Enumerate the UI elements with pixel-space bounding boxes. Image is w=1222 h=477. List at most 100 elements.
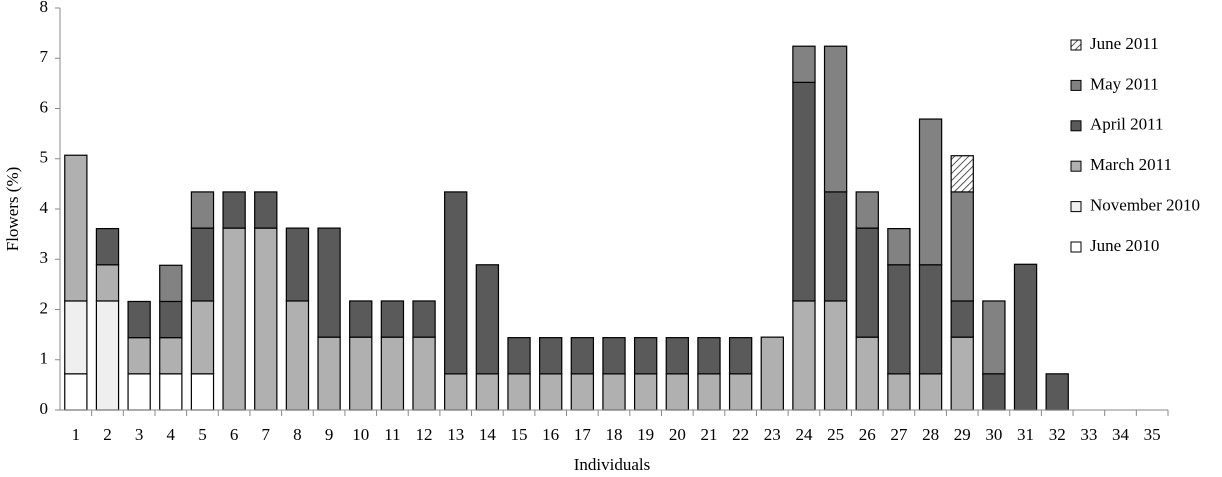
bar-segment	[380, 300, 405, 338]
bar-segment	[823, 45, 848, 193]
x-tick-label: 2	[103, 425, 112, 444]
bar-segment	[539, 337, 563, 375]
bar-segment	[64, 373, 88, 411]
x-tick-label: 16	[542, 425, 559, 444]
x-axis-title: Individuals	[574, 455, 651, 474]
bar-segment	[190, 227, 215, 302]
bar-segment	[222, 227, 246, 411]
x-tick-label: 9	[325, 425, 334, 444]
x-tick-label: 18	[606, 425, 623, 444]
bar-segment	[222, 191, 246, 229]
legend-swatch	[1070, 201, 1082, 213]
legend-label: May 2011	[1090, 74, 1159, 93]
bar-segment	[190, 373, 215, 411]
bar-segment	[1045, 373, 1069, 411]
y-tick-label: 4	[40, 198, 49, 217]
x-tick-label: 1	[72, 425, 81, 444]
bar-segment	[127, 373, 151, 411]
y-tick-label: 6	[40, 97, 49, 116]
bar-segment	[823, 191, 848, 302]
bar-segment	[570, 337, 595, 375]
bar-segment	[285, 300, 310, 411]
x-tick-label: 11	[384, 425, 400, 444]
bar-segment	[349, 336, 373, 411]
bar-segment	[950, 336, 974, 411]
x-tick-label: 15	[511, 425, 528, 444]
bar-segment	[855, 191, 879, 229]
y-tick-label: 2	[40, 298, 49, 317]
x-tick-label: 22	[732, 425, 749, 444]
x-tick-label: 12	[416, 425, 433, 444]
x-tick-label: 32	[1049, 425, 1066, 444]
x-tick-label: 13	[447, 425, 464, 444]
bar-segment	[507, 337, 531, 375]
bar-segment	[412, 336, 436, 411]
bar-segment	[792, 45, 816, 83]
bar-segment	[665, 373, 689, 411]
x-tick-label: 19	[637, 425, 654, 444]
legend-swatch	[1070, 39, 1082, 51]
bar-segment	[570, 373, 595, 411]
bar-segment	[190, 191, 215, 229]
bar-segment	[697, 337, 721, 375]
legend-swatch	[1070, 79, 1082, 91]
bar-segment	[855, 336, 879, 411]
legend-swatch	[1070, 160, 1082, 172]
bar-segment	[412, 300, 436, 338]
x-tick-label: 21	[700, 425, 717, 444]
x-tick-label: 4	[167, 425, 176, 444]
bar-segment	[950, 191, 974, 302]
bar-segment	[507, 373, 531, 411]
x-tick-label: 17	[574, 425, 592, 444]
x-tick-label: 3	[135, 425, 144, 444]
bar-segment	[349, 300, 373, 338]
y-tick-label: 1	[40, 349, 49, 368]
bar-segment	[887, 264, 911, 375]
bar-segment	[317, 227, 341, 338]
bar-segment	[444, 373, 468, 411]
bar-segment	[64, 154, 88, 302]
bar-segment	[475, 264, 500, 375]
legend-swatch	[1070, 241, 1082, 253]
x-tick-label: 26	[859, 425, 876, 444]
y-axis-title: Flowers (%)	[3, 167, 22, 252]
bar-segment	[254, 227, 278, 411]
x-tick-label: 25	[827, 425, 844, 444]
bar-segment	[887, 227, 911, 266]
x-tick-label: 7	[262, 425, 271, 444]
bar-segment	[855, 227, 879, 338]
bar-segment	[602, 373, 626, 411]
bar-segment	[317, 336, 341, 411]
bar-segment	[64, 300, 88, 375]
bar-segment	[950, 155, 974, 193]
bar-segment	[95, 227, 120, 266]
bar-segment	[918, 264, 943, 375]
x-tick-label: 34	[1112, 425, 1130, 444]
x-tick-label: 20	[669, 425, 686, 444]
bar-segment	[823, 300, 848, 411]
bar-segment	[1013, 263, 1038, 411]
bar-segment	[728, 373, 753, 411]
bar-segment	[95, 300, 120, 411]
bar-segment	[633, 337, 658, 375]
x-tick-label: 27	[890, 425, 908, 444]
x-tick-label: 10	[352, 425, 369, 444]
bar-segment	[665, 337, 689, 375]
legend-swatch	[1070, 120, 1082, 132]
bar-segment	[918, 373, 943, 411]
bar-segment	[982, 300, 1006, 375]
legend-label: March 2011	[1090, 155, 1172, 174]
bar-segment	[887, 373, 911, 411]
bar-segment	[159, 373, 183, 411]
bar-segment	[127, 300, 151, 339]
bar-segment	[95, 264, 120, 302]
bar-segment	[633, 373, 658, 411]
bar-segment	[950, 300, 974, 338]
bar-segment	[728, 337, 753, 375]
bar-segment	[602, 337, 626, 375]
bar-segment	[127, 337, 151, 375]
bar-segment	[475, 373, 500, 411]
bar-segment	[539, 373, 563, 411]
